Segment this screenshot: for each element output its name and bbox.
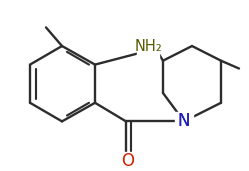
Text: N: N [178, 112, 190, 130]
Text: O: O [122, 152, 134, 169]
Text: N: N [178, 112, 190, 130]
Text: NH₂: NH₂ [134, 40, 162, 55]
